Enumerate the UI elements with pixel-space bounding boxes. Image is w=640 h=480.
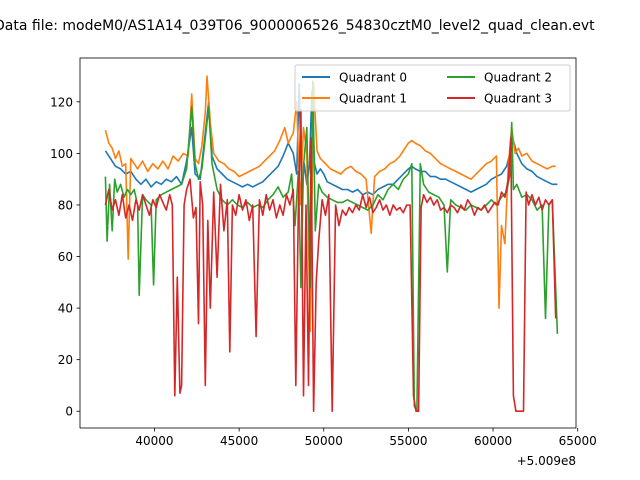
legend-label-quadrant-0: Quadrant 0 [339, 71, 407, 85]
legend-box [294, 64, 571, 112]
legend-label-quadrant-1: Quadrant 1 [339, 92, 407, 106]
plot-lines [104, 75, 559, 412]
plot-frame [79, 57, 577, 429]
series-line-quadrant-1 [104, 75, 556, 333]
chart-title-container: Data file: modeM0/AS1A14_039T06_90000065… [0, 0, 640, 40]
y-tick-label: 40 [58, 302, 73, 316]
y-tick-label: 120 [50, 95, 73, 109]
x-tick-label: 65000 [559, 434, 597, 448]
y-tick-label: 0 [65, 405, 73, 419]
x-tick-label: 40000 [135, 434, 173, 448]
x-offset-label: +5.009e8 [517, 454, 576, 468]
y-tick-label: 60 [58, 250, 73, 264]
series-line-quadrant-3 [104, 108, 557, 412]
chart-title: Data file: modeM0/AS1A14_039T06_90000065… [0, 18, 595, 34]
y-tick-label: 20 [58, 353, 73, 367]
x-tick-label: 50000 [305, 434, 343, 448]
y-axis: 0 20 40 60 80 100 120 [50, 95, 80, 419]
legend-label-quadrant-3: Quadrant 3 [484, 92, 552, 106]
legend-label-quadrant-2: Quadrant 2 [484, 71, 552, 85]
x-tick-label: 55000 [389, 434, 427, 448]
y-tick-label: 100 [50, 147, 73, 161]
x-axis: 40000 45000 50000 55000 60000 65000 [135, 428, 597, 448]
x-tick-label: 45000 [220, 434, 258, 448]
y-tick-label: 80 [58, 198, 73, 212]
legend: Quadrant 0 Quadrant 1 Quadrant 2 Quadrant 3 [294, 64, 571, 112]
x-tick-label: 60000 [474, 434, 512, 448]
